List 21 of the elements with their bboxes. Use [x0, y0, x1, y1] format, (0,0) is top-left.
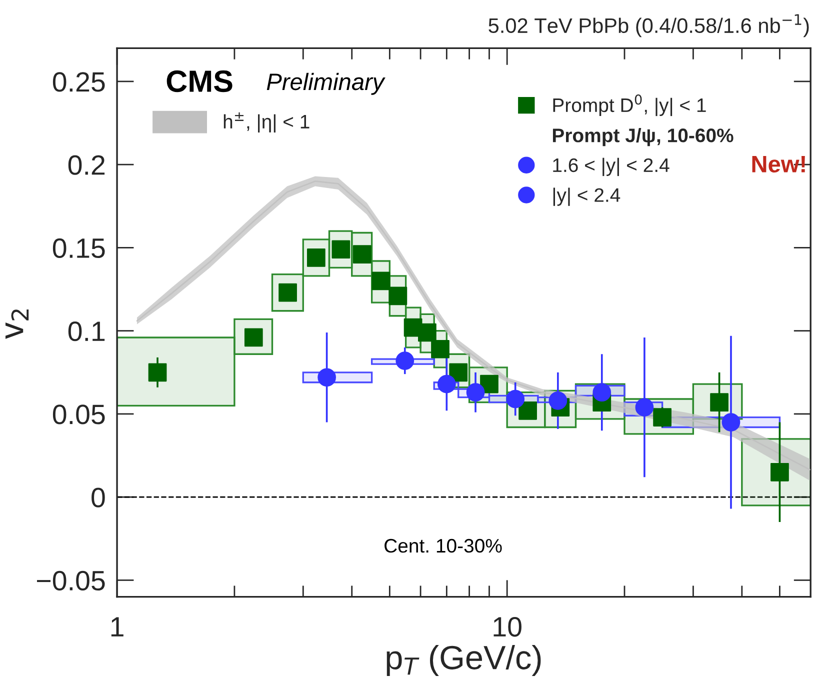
y-axis-title: v$_{2}$: [6, 310, 29, 339]
chart-subtitle: 5.02 TeV PbPb (0.4/0.58/1.6 nb$^{−1}$): [488, 14, 809, 38]
legend-label: h$^{±}$, |η| < 1: [224, 112, 310, 133]
legend-label: |y| < 2.4: [553, 188, 620, 206]
y-tick-label: 0.05: [52, 404, 105, 424]
x-axis-title: p$_{T}$ (GeV/c): [386, 644, 541, 676]
legend-label: 1.6 < |y| < 2.4: [553, 158, 670, 176]
annotation: Cent. 10-30%: [384, 538, 502, 553]
annotation: New!: [752, 156, 805, 173]
x-tick-label: 10: [494, 617, 522, 637]
annotation: Preliminary: [266, 72, 386, 95]
legend-label: Prompt D$^{0}$, |y| < 1: [553, 94, 706, 116]
y-tick-label: 0: [92, 488, 105, 508]
y-tick-label: 0.25: [52, 72, 105, 92]
x-tick-label: 1: [111, 617, 124, 636]
y-tick-label: 0.2: [68, 155, 105, 175]
annotation: CMS: [166, 70, 232, 92]
y-tick-label: 0.15: [52, 238, 105, 258]
legend-title: Prompt J/ψ, 10-60%: [552, 128, 734, 146]
y-tick-label: −0.05: [37, 570, 105, 591]
y-tick-label: 0.1: [68, 322, 105, 342]
